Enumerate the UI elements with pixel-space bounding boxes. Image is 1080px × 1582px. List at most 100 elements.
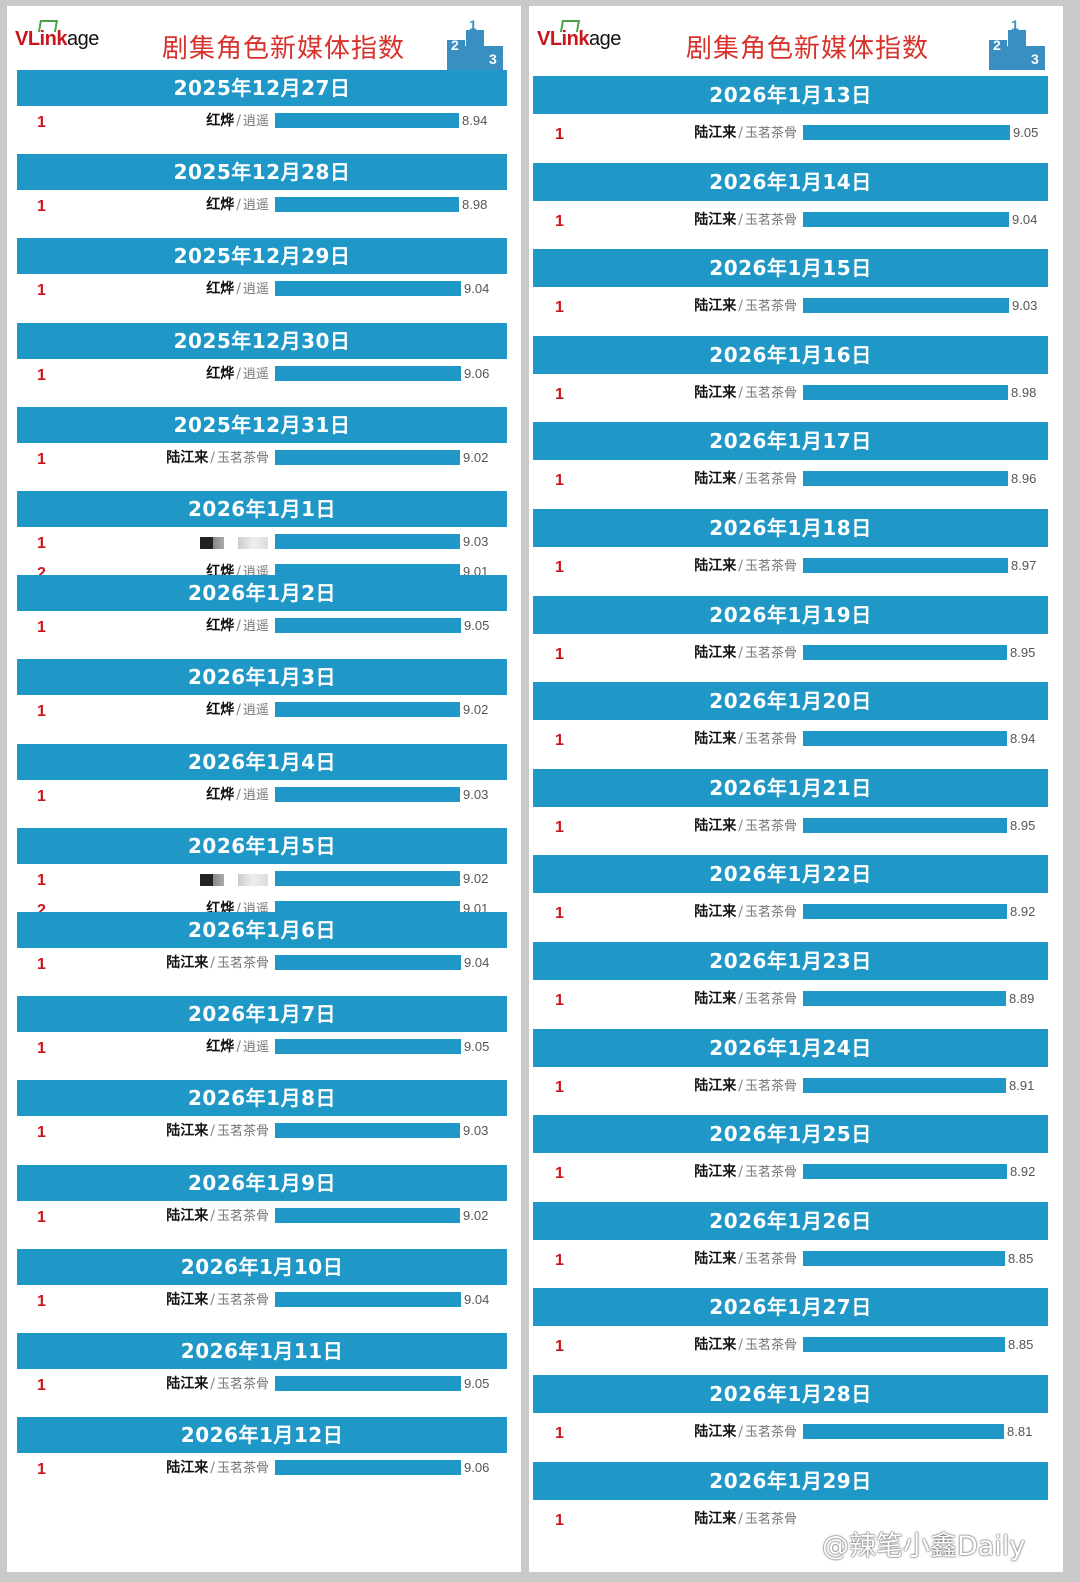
entry-label: 红烨 / 逍遥: [206, 786, 269, 805]
drama-title: 逍遥: [242, 703, 269, 719]
entry-label: 陆江来 / 玉茗茶骨: [166, 1291, 269, 1310]
rank-number: 1: [555, 732, 564, 750]
entry-label: 红烨 / 逍遥: [206, 280, 269, 299]
index-value: 9.04: [464, 1291, 490, 1307]
rank-number: 1: [555, 905, 564, 923]
index-bar: [803, 558, 1008, 573]
drama-title: 逍遥: [242, 1040, 269, 1056]
date-band: 2026年1月20日: [533, 682, 1048, 721]
label-separator: /: [738, 1510, 743, 1527]
character-name: 红烨: [206, 786, 235, 803]
rank-number: 1: [555, 1165, 564, 1183]
rank-number: 1: [555, 645, 564, 663]
index-value: 9.05: [464, 1376, 490, 1391]
drama-title: 逍遥: [242, 282, 269, 298]
rank-number: 1: [37, 1208, 46, 1226]
index-bar: [803, 1337, 1005, 1353]
entry-label: 陆江来 / 玉茗茶骨: [694, 644, 797, 663]
entry-label: 陆江来 / 玉茗茶骨: [166, 449, 269, 468]
date-band: 2026年1月14日: [533, 162, 1048, 201]
character-name: 陆江来: [166, 1123, 209, 1140]
entry-label: 陆江来 / 玉茗茶骨: [694, 817, 797, 836]
date-band: 2025年12月31日: [17, 406, 507, 443]
rank-number: 1: [555, 818, 564, 836]
character-name: 红烨: [206, 197, 235, 214]
date-band: 2025年12月29日: [17, 238, 507, 275]
entry-label: 陆江来 / 玉茗茶骨: [694, 730, 797, 749]
character-name: 陆江来: [166, 449, 209, 466]
index-bar: [275, 1291, 461, 1307]
index-value: 8.91: [1009, 1077, 1035, 1093]
index-bar: [803, 644, 1007, 660]
svg-text:3: 3: [489, 51, 497, 67]
index-value: 8.96: [1011, 471, 1037, 487]
entry-label: 陆江来 / 玉茗茶骨: [694, 557, 797, 576]
drama-title: 逍遥: [242, 787, 269, 803]
drama-title: 逍遥: [242, 619, 269, 635]
entry-label: 陆江来 / 玉茗茶骨: [694, 1077, 797, 1096]
svg-text:3: 3: [1031, 51, 1039, 67]
label-separator: /: [738, 125, 743, 141]
rank-number: 1: [555, 559, 564, 576]
drama-title: 玉茗茶骨: [216, 1292, 269, 1308]
chart-title: 剧集角色新媒体指数: [686, 34, 930, 64]
date-band: 2025年12月28日: [17, 154, 507, 191]
rank-number: 1: [555, 472, 564, 490]
index-bar: [275, 534, 460, 549]
character-name: 红烨: [206, 365, 235, 382]
redacted-name: [200, 873, 224, 886]
date-band: 2026年1月18日: [533, 509, 1048, 547]
svg-text:1: 1: [469, 18, 477, 33]
entry-label: 陆江来 / 玉茗茶骨: [166, 1207, 269, 1226]
character-name: 陆江来: [694, 1077, 737, 1094]
drama-title: 玉茗茶骨: [216, 1377, 269, 1392]
rank-number: 1: [555, 1425, 564, 1442]
drama-title: 玉茗茶骨: [744, 559, 797, 574]
label-separator: /: [210, 1123, 215, 1140]
character-name: 陆江来: [694, 125, 737, 141]
character-name: 陆江来: [166, 1460, 209, 1477]
label-separator: /: [738, 1164, 743, 1181]
label-separator: /: [236, 618, 241, 635]
rank-number: 1: [37, 1292, 46, 1310]
date-band: 2026年1月15日: [533, 249, 1048, 288]
label-separator: /: [738, 731, 743, 748]
entry-label: 红烨 / 逍遥: [206, 196, 269, 215]
date-band: 2026年1月26日: [533, 1201, 1048, 1240]
label-separator: /: [236, 365, 241, 382]
label-separator: /: [210, 1207, 215, 1224]
label-separator: /: [738, 904, 743, 921]
drama-title: 玉茗茶骨: [216, 956, 269, 971]
entry-label: 陆江来 / 玉茗茶骨: [694, 470, 797, 489]
index-value: 9.04: [464, 281, 490, 297]
character-name: 红烨: [206, 618, 235, 635]
label-separator: /: [738, 644, 743, 661]
index-bar: [803, 1424, 1004, 1439]
label-separator: /: [738, 1077, 743, 1094]
entry-label: 陆江来 / 玉茗茶骨: [694, 903, 797, 922]
character-name: 陆江来: [694, 904, 737, 921]
index-bar: [803, 1164, 1007, 1180]
podium-icon: 2 1 3: [989, 18, 1045, 70]
index-bar: [803, 1250, 1005, 1266]
label-separator: /: [210, 1460, 215, 1477]
entry-label: 陆江来 / 玉茗茶骨: [694, 211, 797, 230]
rank-number: 1: [37, 114, 46, 131]
drama-title: 玉茗茶骨: [744, 905, 797, 921]
character-name: 陆江来: [166, 1376, 209, 1392]
date-band: 2026年1月19日: [533, 595, 1048, 634]
character-name: 陆江来: [694, 298, 737, 315]
label-separator: /: [236, 786, 241, 803]
redacted-role: [238, 873, 268, 886]
label-separator: /: [210, 1291, 215, 1308]
label-separator: /: [738, 1424, 743, 1440]
index-bar: [803, 1077, 1006, 1093]
character-name: 陆江来: [694, 1510, 737, 1527]
index-value: 9.02: [463, 449, 489, 465]
label-separator: /: [738, 298, 743, 315]
rank-number: 1: [37, 282, 46, 300]
drama-title: 玉茗茶骨: [744, 385, 797, 401]
panel-header: VLinkage 剧集角色新媒体指数 2 1 3: [529, 6, 1063, 70]
rank-number: 1: [37, 787, 46, 805]
index-value: 9.02: [463, 702, 489, 718]
